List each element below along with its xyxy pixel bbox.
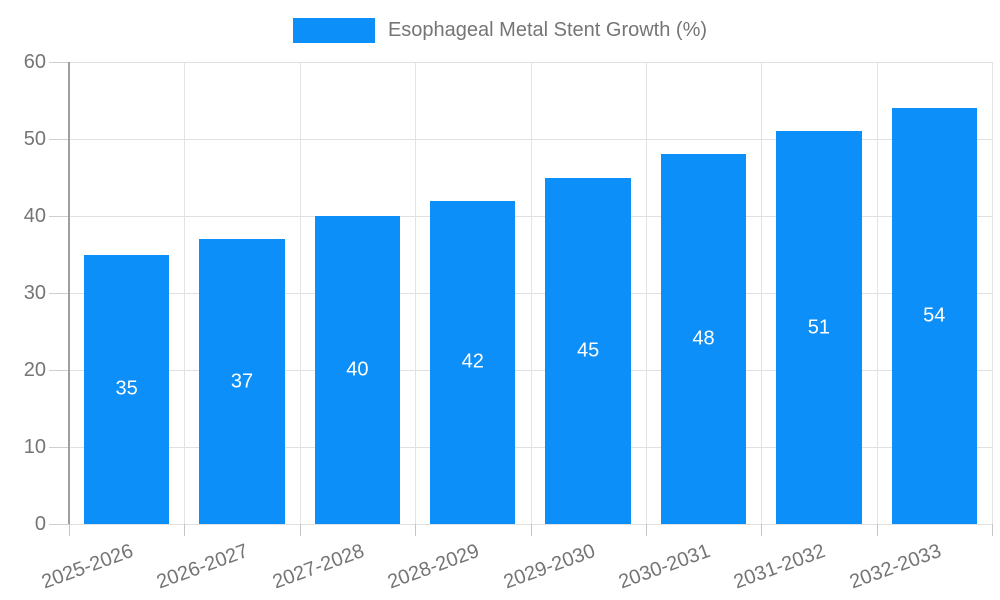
x-axis-tick-label: 2031-2032 [731,540,829,594]
bar-value-label: 45 [577,339,600,362]
y-tick [49,524,69,525]
legend-label: Esophageal Metal Stent Growth (%) [387,19,708,41]
y-axis-tick-label: 60 [23,51,46,73]
x-gridline [761,62,763,524]
legend[interactable]: Esophageal Metal Stent Growth (%) [0,18,1000,43]
y-axis-tick-label: 50 [23,128,46,150]
x-axis-tick-label: 2027-2028 [269,540,367,594]
x-tick [876,524,878,536]
x-axis-tick-label: 2029-2030 [500,540,598,594]
y-tick [49,62,69,63]
y-axis-tick-label: 40 [23,205,46,227]
bar-value-label: 51 [807,316,831,339]
bar-value-label: 35 [115,377,138,400]
x-gridline [645,62,647,524]
plot-area: 0 10 20 30 40 50 60 35 37 40 42 45 48 51 54 2025-2026 20… [24,51,993,593]
bar-value-label: 54 [923,304,946,327]
x-tick [184,524,186,536]
y-axis-tick-label: 30 [23,282,46,304]
bar: 37 [199,239,285,524]
bar-value-label: 37 [230,370,254,393]
bar: 51 [776,131,862,524]
x-tick [645,524,647,536]
y-tick [49,370,69,371]
x-axis-tick-label: 2032-2033 [846,540,944,594]
bar: 48 [660,154,747,524]
bar-value-label: 42 [461,350,484,373]
x-tick [761,524,763,536]
x-tick [530,524,532,536]
x-gridline [415,62,417,524]
y-axis-tick-label: 10 [23,436,46,458]
y-axis-tick-label: 20 [23,359,46,381]
y-axis-tick-label: 0 [34,513,46,535]
x-gridline [530,62,532,524]
x-axis-tick-label: 2025-2026 [38,540,137,594]
bar-value-label: 40 [346,358,369,381]
x-axis-tick-label: 2026-2027 [154,540,252,594]
x-axis-tick-label: 2028-2029 [384,540,483,594]
bar: 40 [314,216,401,524]
bar: 45 [545,177,631,524]
x-tick [992,524,993,536]
bar: 35 [83,254,170,524]
y-axis-line [68,62,70,524]
bar: 54 [891,108,977,524]
y-tick [49,447,69,448]
x-tick [69,524,70,536]
x-gridline [876,62,878,524]
y-tick [49,293,69,294]
legend-swatch [292,18,375,43]
bar: 42 [430,200,516,524]
x-gridline [299,62,301,524]
x-gridline [992,62,993,524]
x-tick [415,524,417,536]
x-axis-tick-label: 2030-2031 [615,540,714,594]
bar-value-label: 48 [692,327,715,350]
x-tick [299,524,301,536]
x-gridline [184,62,186,524]
y-tick [49,216,69,217]
y-tick [49,139,69,140]
